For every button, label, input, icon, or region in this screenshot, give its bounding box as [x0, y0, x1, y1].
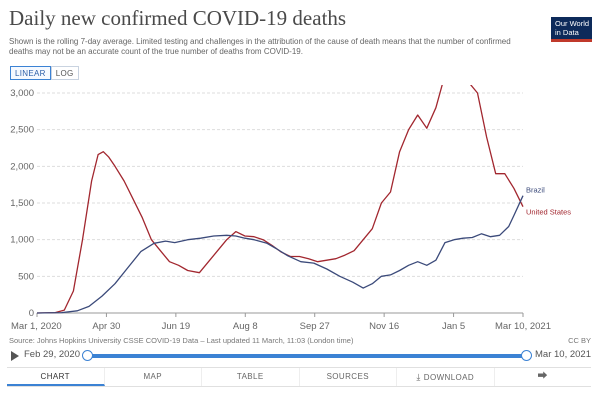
- linear-scale-button[interactable]: LINEAR: [10, 66, 51, 80]
- x-tick-label: Sep 27: [300, 321, 330, 331]
- x-tick-label: Nov 16: [369, 321, 399, 331]
- axis-layer: 0 500 1,000 1,500 2,000 2,500 3,000 Mar 1, 2020…: [10, 88, 551, 331]
- tab-map[interactable]: MAP: [105, 368, 202, 386]
- tab-bar: CHART MAP TABLE SOURCES ⤓ DOWNLOAD ⮕: [7, 367, 591, 387]
- timeline-slider: Feb 29, 2020 Mar 10, 2021: [0, 349, 601, 363]
- x-tick-label: Mar 1, 2020: [11, 321, 62, 331]
- tab-share[interactable]: ⮕: [495, 368, 592, 386]
- series-label: United States: [526, 208, 571, 217]
- timeline-start-handle[interactable]: [82, 350, 93, 361]
- grid-layer: [37, 92, 523, 277]
- y-tick-label: 2,500: [10, 125, 34, 136]
- source-note: Source: Johns Hopkins University CSSE CO…: [9, 336, 354, 345]
- chart-subtitle: Shown is the rolling 7-day average. Limi…: [9, 37, 511, 56]
- y-tick-label: 3,000: [10, 88, 34, 99]
- y-tick-label: 0: [29, 308, 34, 319]
- y-tick-label: 1,000: [10, 235, 34, 246]
- tab-download[interactable]: ⤓ DOWNLOAD: [397, 368, 495, 386]
- x-tick-label: Aug 8: [233, 321, 258, 331]
- tab-sources-label: SOURCES: [326, 372, 369, 381]
- y-tick-label: 1,500: [10, 198, 34, 209]
- tab-sources[interactable]: SOURCES: [300, 368, 397, 386]
- play-icon[interactable]: [11, 351, 19, 361]
- chart-title: Daily new confirmed COVID-19 deaths: [9, 6, 347, 30]
- share-icon: ⮕: [537, 371, 548, 382]
- timeline-start-label: Feb 29, 2020: [24, 349, 80, 360]
- x-tick-label: Apr 30: [92, 321, 120, 331]
- x-tick-label: Jun 19: [162, 321, 191, 331]
- timeline-end-label: Mar 10, 2021: [535, 349, 591, 360]
- tab-table-label: TABLE: [236, 372, 264, 381]
- series-line-brazil: [36, 195, 524, 314]
- tab-map-label: MAP: [143, 372, 163, 381]
- x-tick-label: Mar 10, 2021: [495, 321, 551, 331]
- line-chart: 0 500 1,000 1,500 2,000 2,500 3,000 Mar 1, 2020…: [10, 85, 571, 331]
- x-tick-label: Jan 5: [442, 321, 465, 331]
- y-tick-label: 500: [18, 271, 34, 282]
- tab-chart-label: CHART: [40, 372, 70, 381]
- tab-download-label: DOWNLOAD: [423, 373, 475, 382]
- y-tick-label: 2,000: [10, 161, 34, 172]
- series-line-united-states: [36, 85, 524, 314]
- download-icon: ⤓: [416, 372, 421, 382]
- tab-chart[interactable]: CHART: [7, 368, 105, 386]
- timeline-end-handle[interactable]: [521, 350, 532, 361]
- series-label: Brazil: [526, 186, 545, 195]
- logo-line-1: Our World: [555, 19, 590, 28]
- series-layer: [36, 85, 524, 314]
- scale-toggle: LINEAR LOG: [10, 66, 79, 80]
- tab-table[interactable]: TABLE: [202, 368, 300, 386]
- license-link[interactable]: CC BY: [568, 336, 591, 345]
- timeline-track[interactable]: [88, 354, 526, 358]
- owid-logo[interactable]: Our World in Data: [551, 17, 592, 42]
- series-label-layer: United States Brazil: [526, 186, 571, 217]
- logo-line-2: in Data: [555, 27, 579, 37]
- log-scale-button[interactable]: LOG: [50, 66, 79, 80]
